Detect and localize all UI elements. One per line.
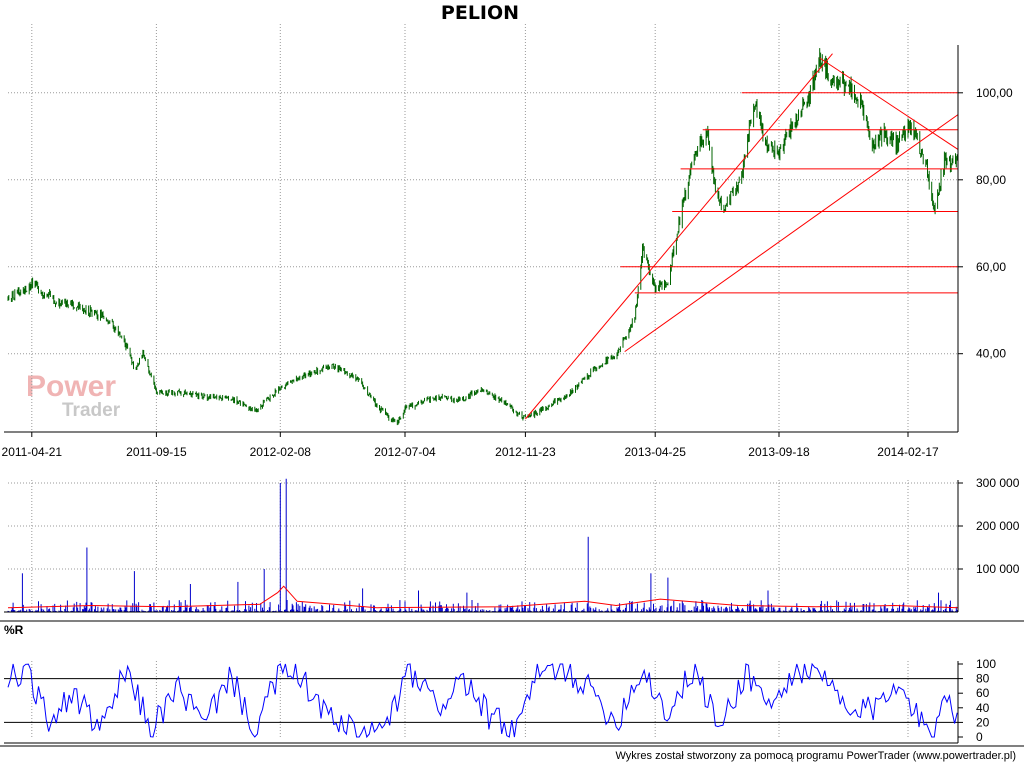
price-trendlines: [525, 53, 959, 420]
wr-tick-label: 80: [976, 672, 990, 686]
watermark-trader: Trader: [62, 400, 121, 421]
x-tick-label: 2014-02-17: [877, 445, 939, 459]
wr-tick-label: 20: [976, 715, 990, 729]
price-tick-label: 80,00: [976, 173, 1006, 187]
volume-panel-axes: 100 000 200 000 300 000: [0, 476, 1024, 622]
watermark-power: Power: [26, 370, 116, 403]
x-tick-label: 2011-04-21: [2, 445, 63, 459]
x-tick-label: 2013-09-18: [748, 445, 810, 459]
wr-tick-label: 0: [976, 730, 983, 744]
volume-panel-grid: [8, 480, 958, 612]
price-series: [7, 48, 959, 426]
trendline: [525, 53, 833, 420]
wr-line: [7, 662, 958, 739]
wr-tick-label: 60: [976, 686, 990, 700]
x-tick-label: 2011-09-15: [126, 445, 187, 459]
price-panel-grid: [8, 24, 958, 432]
trendline: [624, 114, 959, 353]
price-tick-label: 40,00: [976, 347, 1006, 361]
volume-tick-label: 100 000: [976, 562, 1020, 576]
price-panel-axes: 2011-04-21 2011-09-15 2012-02-08 2012-07-04…: [2, 45, 1013, 459]
wr-panel-label: %R: [4, 623, 24, 637]
footer-credit: Wykres został stworzony za pomocą progra…: [615, 750, 1016, 762]
x-tick-label: 2012-07-04: [374, 445, 436, 459]
x-tick-label: 2012-02-08: [250, 445, 312, 459]
chart-title: PELION: [440, 2, 520, 24]
price-tick-label: 100,00: [976, 86, 1013, 100]
wr-tick-label: 100: [976, 657, 996, 671]
price-tick-label: 60,00: [976, 260, 1006, 274]
trendline: [819, 57, 959, 150]
volume-tick-label: 300 000: [976, 476, 1020, 490]
x-tick-label: 2012-11-23: [495, 445, 556, 459]
wr-panel-grid: [4, 661, 958, 737]
wr-series: [7, 662, 958, 739]
volume-moving-average: [7, 585, 959, 609]
wr-tick-label: 40: [976, 701, 990, 715]
volume-series: [7, 478, 959, 612]
volume-tick-label: 200 000: [976, 519, 1020, 533]
x-tick-label: 2013-04-25: [625, 445, 687, 459]
powertrader-watermark: Power Trader: [26, 370, 121, 421]
